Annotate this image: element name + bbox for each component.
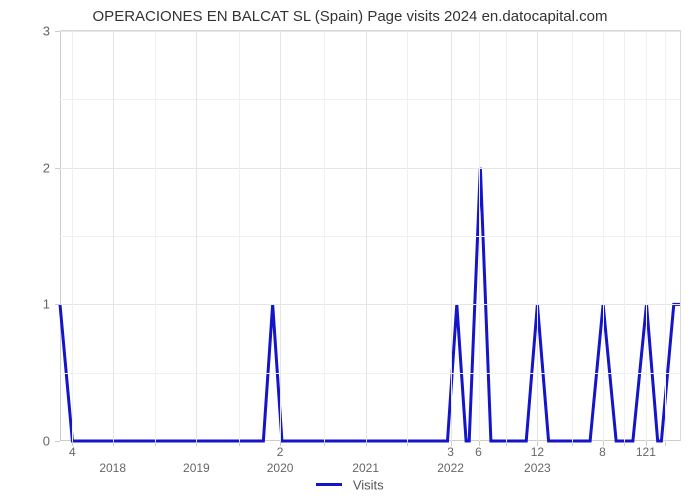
- x-tick-label: 2022: [437, 461, 464, 475]
- grid-line-v-minor: [239, 31, 240, 441]
- grid-line-v-minor: [624, 31, 625, 441]
- grid-line-v-minor: [506, 31, 507, 441]
- x-bottom-label: 12: [531, 445, 544, 459]
- y-tick-label: 1: [43, 297, 50, 312]
- grid-line-v-minor: [407, 31, 408, 441]
- grid-line-h: [60, 31, 680, 32]
- grid-line-h-minor: [60, 373, 680, 374]
- x-tick-mark: [113, 441, 114, 446]
- x-bottom-label: 4: [69, 445, 76, 459]
- grid-line-v: [280, 31, 281, 441]
- x-tick-mark: [572, 441, 573, 446]
- y-tick-label: 3: [43, 24, 50, 39]
- x-tick-label: 2021: [352, 461, 379, 475]
- x-tick-mark: [665, 441, 666, 446]
- grid-line-v-minor: [572, 31, 573, 441]
- x-tick-label: 2018: [99, 461, 126, 475]
- grid-line-v-minor: [665, 31, 666, 441]
- x-tick-label: 2019: [183, 461, 210, 475]
- grid-line-v: [196, 31, 197, 441]
- grid-line-v-minor: [324, 31, 325, 441]
- chart-legend: Visits: [0, 476, 700, 494]
- chart-title: OPERACIONES EN BALCAT SL (Spain) Page vi…: [0, 8, 700, 25]
- x-tick-label: 2020: [267, 461, 294, 475]
- grid-line-h: [60, 304, 680, 305]
- x-bottom-label: 6: [475, 445, 482, 459]
- x-tick-mark: [239, 441, 240, 446]
- grid-line-v: [537, 31, 538, 441]
- x-tick-mark: [196, 441, 197, 446]
- y-tick-mark: [55, 168, 60, 169]
- x-tick-mark: [407, 441, 408, 446]
- grid-line-v: [366, 31, 367, 441]
- y-tick-mark: [55, 441, 60, 442]
- x-tick-mark: [506, 441, 507, 446]
- grid-line-v-minor: [479, 31, 480, 441]
- x-bottom-label: 3: [447, 445, 454, 459]
- x-tick-mark: [324, 441, 325, 446]
- y-tick-mark: [55, 304, 60, 305]
- x-bottom-label: 8: [599, 445, 606, 459]
- grid-line-v: [113, 31, 114, 441]
- visits-chart: OPERACIONES EN BALCAT SL (Spain) Page vi…: [0, 0, 700, 500]
- grid-line-v-minor: [72, 31, 73, 441]
- plot-area: 01232018201920202021202220234236128121: [60, 30, 681, 441]
- x-bottom-label: 121: [636, 445, 656, 459]
- legend-swatch: [316, 483, 342, 486]
- x-bottom-label: 2: [277, 445, 284, 459]
- y-tick-mark: [55, 31, 60, 32]
- x-tick-mark: [155, 441, 156, 446]
- grid-line-h-minor: [60, 99, 680, 100]
- grid-line-v-minor: [646, 31, 647, 441]
- x-tick-mark: [624, 441, 625, 446]
- grid-line-v: [451, 31, 452, 441]
- x-tick-label: 2023: [524, 461, 551, 475]
- y-tick-label: 0: [43, 434, 50, 449]
- grid-line-v-minor: [155, 31, 156, 441]
- grid-line-v-minor: [603, 31, 604, 441]
- x-tick-mark: [366, 441, 367, 446]
- y-tick-label: 2: [43, 160, 50, 175]
- legend-label: Visits: [353, 477, 384, 492]
- grid-line-h: [60, 168, 680, 169]
- grid-line-h-minor: [60, 236, 680, 237]
